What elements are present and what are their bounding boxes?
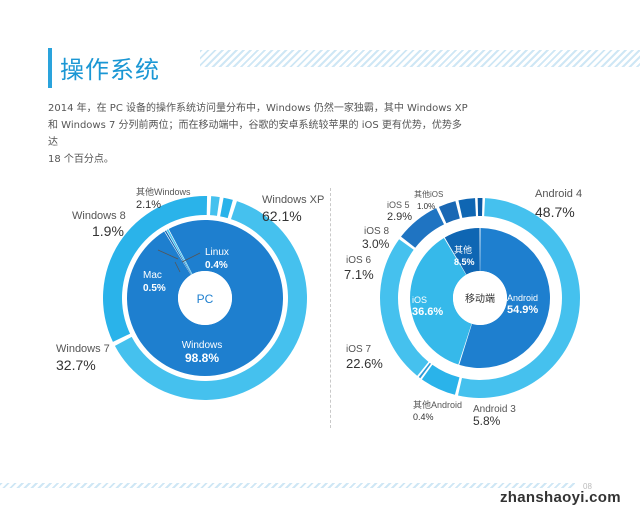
pc-inner-slice-mac (166, 229, 193, 275)
mobile-outer-slice-ios (477, 197, 483, 217)
mobile-label-android-4: Android 4 (535, 188, 582, 200)
intro-paragraph: 2014 年，在 PC 设备的操作系统访问量分布中，Windows 仍然一家独霸… (48, 100, 468, 168)
mobile-center-label: 移动端 (465, 292, 495, 305)
pc-leader-line (157, 249, 179, 260)
mobile-value-other: 8.5% (454, 257, 475, 267)
mobile-value-ios-5: 2.9% (387, 211, 412, 223)
mobile-value-android-4: 48.7% (535, 204, 575, 220)
mobile-value-ios-8: 3.0% (362, 237, 390, 251)
header-stripe (200, 50, 640, 67)
mobile-outer-slice-android-3 (421, 364, 460, 395)
mobile-value-ios-7: 22.6% (346, 356, 383, 371)
pc-value-windows-xp: 62.1% (262, 208, 302, 224)
watermark: zhanshaoyi.com (500, 489, 621, 506)
mobile-value-ios: 36.6% (412, 306, 443, 318)
mobile-center-hole (453, 271, 507, 325)
mobile-label-ios-5: iOS 5 (387, 200, 410, 210)
mobile-value-other-android: 0.4% (413, 412, 434, 422)
mobile-outer-slice-ios-6 (401, 208, 444, 248)
mobile-label-ios: iOS (412, 295, 427, 305)
pc-label-mac: Mac (143, 270, 162, 281)
pc-outer-slice-windows (220, 197, 233, 219)
page-number: 08 (583, 482, 592, 491)
mobile-value-ios-6: 7.1% (344, 267, 374, 282)
mobile-outer-slice-ios-8 (438, 201, 460, 224)
mobile-value-android: 54.9% (507, 304, 538, 316)
mobile-label-ios-6: iOS 6 (346, 255, 371, 266)
mobile-outer-slice-ios-5 (458, 198, 476, 218)
pc-value-mac: 0.5% (143, 283, 166, 294)
mobile-label-other: 其他 (454, 244, 472, 255)
pc-inner-slice-linux (164, 230, 192, 275)
pc-leader-line (174, 261, 181, 273)
pc-leader-line (181, 252, 201, 263)
pc-label-windows: Windows (182, 340, 223, 351)
pc-center-label: PC (197, 292, 214, 306)
intro-line: 18 个百分点。 (48, 154, 114, 165)
pc-value-windows-7: 32.7% (56, 357, 96, 373)
chart-divider (330, 188, 331, 428)
pc-value-windows: 98.8% (185, 351, 219, 365)
mobile-label-ios-8: iOS 8 (364, 226, 389, 237)
mobile-label-other-ios: 其他iOS (414, 189, 443, 199)
title-accent-bar (48, 48, 52, 88)
mobile-outer-slice-android (418, 362, 432, 379)
mobile-inner-slice-ios (409, 237, 472, 365)
pc-label-other-windows: 其他Windows (136, 186, 191, 197)
mobile-inner-slice-android (459, 228, 551, 368)
pc-center-hole (178, 271, 232, 325)
mobile-label-android-3: Android 3 (473, 404, 516, 415)
mobile-label-other-android: 其他Android (413, 399, 462, 410)
pc-value-other-windows: 2.1% (136, 199, 161, 211)
intro-line: 2014 年，在 PC 设备的操作系统访问量分布中，Windows 仍然一家独霸… (48, 103, 468, 114)
pc-label-windows-8: Windows 8 (72, 210, 126, 222)
mobile-outer-slice-ios-7 (380, 239, 429, 376)
pc-value-windows-8: 1.9% (92, 223, 124, 239)
page-title: 操作系统 (60, 56, 160, 84)
pc-inner-slice-windows (126, 220, 283, 377)
pc-label-windows-7: Windows 7 (56, 343, 110, 355)
mobile-outer-slice-android-4 (458, 198, 581, 399)
mobile-value-android-3: 5.8% (473, 414, 501, 428)
pc-label-linux: Linux (205, 247, 229, 258)
pc-outer-slice-windows-7 (103, 196, 208, 342)
pc-value-linux: 0.4% (205, 260, 228, 271)
mobile-label-ios-7: iOS 7 (346, 344, 371, 355)
footer-stripe (0, 483, 575, 488)
mobile-label-android: Android (507, 293, 538, 303)
pc-outer-slice-windows-8 (210, 196, 220, 216)
pc-label-windows-xp: Windows XP (262, 194, 324, 206)
intro-line: 和 Windows 7 分列前两位；而在移动端中，谷歌的安卓系统较苹果的 iOS… (48, 120, 462, 148)
mobile-inner-slice-other (444, 228, 480, 275)
mobile-value-other-ios: 1.0% (417, 202, 435, 211)
